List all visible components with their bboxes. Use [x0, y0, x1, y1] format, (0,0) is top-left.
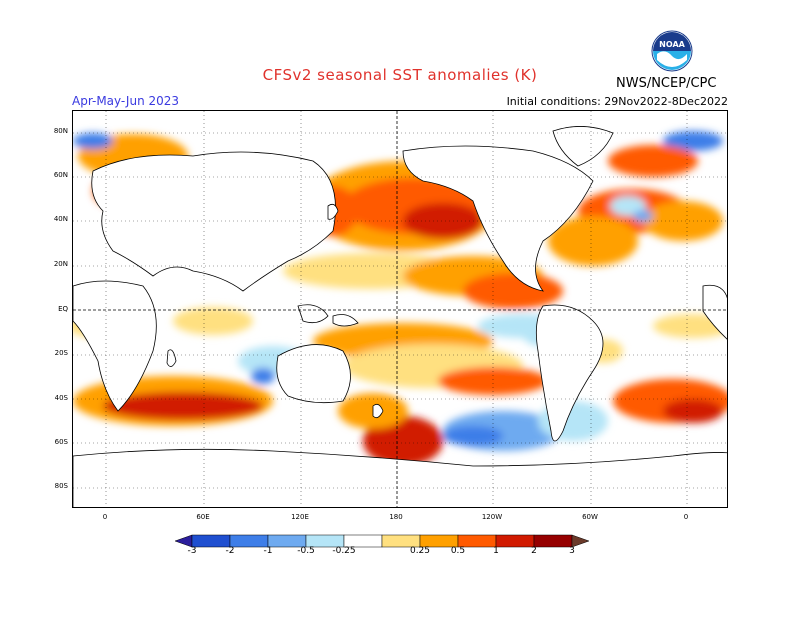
continents	[73, 126, 727, 507]
colorbar-label: 2	[531, 546, 537, 556]
lat-label: 60N	[53, 171, 68, 179]
colorbar-label: 0.5	[450, 546, 466, 556]
sst-map-svg	[73, 111, 727, 507]
lon-label: 120W	[481, 513, 503, 521]
agency-label: NWS/NCEP/CPC	[616, 76, 717, 91]
map-title: CFSv2 seasonal SST anomalies (K)	[262, 66, 538, 84]
lon-label: 120E	[291, 513, 309, 521]
lat-label: 60S	[54, 438, 68, 446]
colorbar-label: -0.5	[297, 546, 315, 556]
colorbar-label: 1	[493, 546, 499, 556]
lon-label: 0	[102, 513, 108, 521]
lat-label: EQ	[58, 305, 68, 313]
lat-label: 20S	[54, 349, 68, 357]
colorbar-label: -1	[263, 546, 273, 556]
lat-label: 40S	[54, 394, 68, 402]
colorbar-label: -2	[225, 546, 235, 556]
colorbar-cell	[571, 534, 590, 548]
colorbar-label: -0.25	[332, 546, 356, 556]
colorbar	[175, 534, 590, 548]
season-label: Apr-May-Jun 2023	[72, 94, 180, 108]
lon-label: 0	[683, 513, 689, 521]
sst-anomaly-map	[72, 110, 728, 508]
lat-label: 80S	[54, 482, 68, 490]
logo-text: NOAA	[659, 40, 685, 49]
lon-label: 60E	[196, 513, 210, 521]
lon-label: 180	[389, 513, 403, 521]
lat-label: 20N	[53, 260, 68, 268]
colorbar-label: 3	[569, 546, 575, 556]
colorbar-label: 0.25	[409, 546, 431, 556]
lat-label: 40N	[53, 215, 68, 223]
equator-dateline	[73, 111, 727, 507]
lon-label: 60W	[582, 513, 598, 521]
colorbar-label: -3	[187, 546, 197, 556]
lat-label: 80N	[53, 127, 68, 135]
noaa-logo: NOAA	[651, 30, 693, 72]
initial-conditions: Initial conditions: 29Nov2022-8Dec2022	[506, 95, 728, 108]
graticule	[73, 111, 727, 507]
